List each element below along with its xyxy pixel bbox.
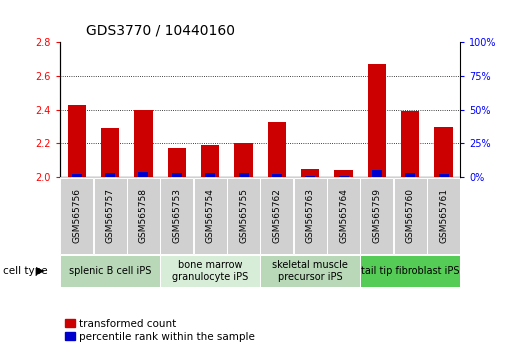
Bar xyxy=(60,255,160,287)
FancyBboxPatch shape xyxy=(127,178,160,254)
Bar xyxy=(105,173,115,177)
Bar xyxy=(360,255,460,287)
Bar xyxy=(372,170,382,177)
Text: skeletal muscle
precursor iPS: skeletal muscle precursor iPS xyxy=(272,260,348,282)
Bar xyxy=(172,173,182,177)
Bar xyxy=(435,127,453,177)
FancyBboxPatch shape xyxy=(294,178,327,254)
FancyBboxPatch shape xyxy=(94,178,127,254)
Text: GDS3770 / 10440160: GDS3770 / 10440160 xyxy=(86,23,235,37)
Bar xyxy=(234,143,253,177)
Bar xyxy=(268,121,286,177)
Bar xyxy=(368,64,386,177)
FancyBboxPatch shape xyxy=(394,178,427,254)
Text: splenic B cell iPS: splenic B cell iPS xyxy=(69,266,151,276)
Bar xyxy=(272,174,282,177)
FancyBboxPatch shape xyxy=(194,178,226,254)
Bar xyxy=(338,176,348,177)
Bar xyxy=(401,112,419,177)
Bar xyxy=(334,170,353,177)
FancyBboxPatch shape xyxy=(427,178,460,254)
Bar xyxy=(301,169,320,177)
Bar xyxy=(405,173,415,177)
Bar xyxy=(168,148,186,177)
Bar xyxy=(160,255,260,287)
Text: GSM565758: GSM565758 xyxy=(139,188,148,244)
FancyBboxPatch shape xyxy=(360,178,393,254)
Text: bone marrow
granulocyte iPS: bone marrow granulocyte iPS xyxy=(172,260,248,282)
Text: GSM565755: GSM565755 xyxy=(239,188,248,244)
Text: GSM565756: GSM565756 xyxy=(72,188,81,244)
Bar xyxy=(305,176,315,177)
Bar xyxy=(134,110,153,177)
Bar xyxy=(72,174,82,177)
Bar xyxy=(439,174,449,177)
Text: GSM565754: GSM565754 xyxy=(206,188,214,244)
Text: GSM565762: GSM565762 xyxy=(272,188,281,244)
Text: tail tip fibroblast iPS: tail tip fibroblast iPS xyxy=(361,266,460,276)
Text: GSM565753: GSM565753 xyxy=(173,188,181,244)
Bar xyxy=(67,105,86,177)
FancyBboxPatch shape xyxy=(260,178,293,254)
Text: GSM565761: GSM565761 xyxy=(439,188,448,244)
Bar xyxy=(101,128,119,177)
Bar xyxy=(260,255,360,287)
Text: GSM565764: GSM565764 xyxy=(339,188,348,244)
Text: GSM565763: GSM565763 xyxy=(306,188,315,244)
Bar xyxy=(238,173,248,177)
Text: GSM565757: GSM565757 xyxy=(106,188,115,244)
Text: GSM565759: GSM565759 xyxy=(372,188,381,244)
Bar xyxy=(201,145,219,177)
FancyBboxPatch shape xyxy=(161,178,194,254)
Text: ▶: ▶ xyxy=(36,266,44,276)
Bar xyxy=(139,172,149,177)
Bar xyxy=(205,173,215,177)
FancyBboxPatch shape xyxy=(327,178,360,254)
Text: GSM565760: GSM565760 xyxy=(406,188,415,244)
FancyBboxPatch shape xyxy=(227,178,260,254)
FancyBboxPatch shape xyxy=(60,178,93,254)
Legend: transformed count, percentile rank within the sample: transformed count, percentile rank withi… xyxy=(65,319,255,342)
Text: cell type: cell type xyxy=(3,266,47,276)
